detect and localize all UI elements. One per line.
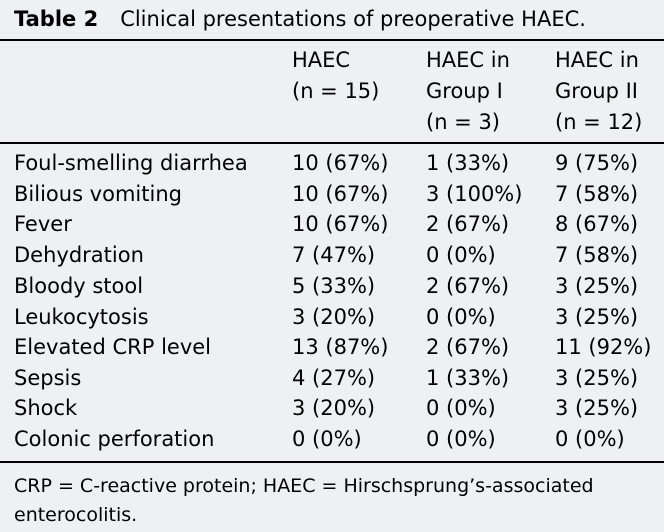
cell-group-i: 0 (0%) (426, 243, 496, 267)
cell-group-i: 1 (33%) (426, 151, 510, 175)
cell-group-i: 0 (0%) (426, 305, 496, 329)
cell-group-i: 1 (33%) (426, 366, 510, 390)
column-header-haec: HAEC (n = 15) (292, 45, 379, 107)
row-label: Fever (14, 212, 72, 236)
cell-haec: 10 (67%) (292, 212, 389, 236)
cell-haec: 4 (27%) (292, 366, 376, 390)
cell-group-ii: 3 (25%) (555, 366, 639, 390)
cell-group-ii: 0 (0%) (555, 427, 625, 451)
table-number: Table 2 (14, 7, 99, 31)
cell-group-ii: 11 (92%) (555, 335, 652, 359)
cell-haec: 7 (47%) (292, 243, 376, 267)
column-header-line: (n = 12) (555, 110, 643, 134)
cell-group-i: 0 (0%) (426, 427, 496, 451)
row-label: Colonic perforation (14, 427, 215, 451)
column-header-line: Group I (426, 79, 503, 103)
top-rule (0, 39, 664, 41)
row-label: Shock (14, 396, 78, 420)
cell-group-i: 2 (67%) (426, 212, 510, 236)
header-rule (0, 142, 664, 144)
row-label: Sepsis (14, 366, 82, 390)
cell-group-i: 2 (67%) (426, 335, 510, 359)
row-label: Foul-smelling diarrhea (14, 151, 248, 175)
cell-group-i: 0 (0%) (426, 396, 496, 420)
cell-group-i: 2 (67%) (426, 274, 510, 298)
row-label: Leukocytosis (14, 305, 149, 329)
column-header-line: HAEC in (555, 48, 639, 72)
cell-haec: 13 (87%) (292, 335, 389, 359)
table-title: Clinical presentations of preoperative H… (120, 7, 586, 31)
column-header-line: (n = 3) (426, 110, 501, 134)
cell-group-ii: 9 (75%) (555, 151, 639, 175)
cell-group-ii: 3 (25%) (555, 305, 639, 329)
column-header-line: (n = 15) (292, 79, 380, 103)
column-header-group-i: HAEC in Group I (n = 3) (426, 45, 510, 138)
cell-haec: 5 (33%) (292, 274, 376, 298)
table-footnote: CRP = C-reactive protein; HAEC = Hirschs… (14, 475, 594, 526)
cell-group-ii: 7 (58%) (555, 182, 639, 206)
row-label: Dehydration (14, 243, 144, 267)
cell-group-i: 3 (100%) (426, 182, 523, 206)
row-label: Bloody stool (14, 274, 144, 298)
column-header-line: Group II (555, 79, 638, 103)
cell-group-ii: 8 (67%) (555, 212, 639, 236)
cell-haec: 0 (0%) (292, 427, 362, 451)
column-header-line: HAEC in (426, 48, 510, 72)
cell-haec: 3 (20%) (292, 396, 376, 420)
cell-haec: 10 (67%) (292, 182, 389, 206)
cell-group-ii: 7 (58%) (555, 243, 639, 267)
cell-haec: 10 (67%) (292, 151, 389, 175)
row-label: Elevated CRP level (14, 335, 212, 359)
column-header-group-ii: HAEC in Group II (n = 12) (555, 45, 642, 138)
row-label: Bilious vomiting (14, 182, 182, 206)
cell-group-ii: 3 (25%) (555, 396, 639, 420)
table-caption: Table 2 Clinical presentations of preoper… (14, 3, 586, 35)
bottom-rule (0, 461, 664, 463)
cell-group-ii: 3 (25%) (555, 274, 639, 298)
cell-haec: 3 (20%) (292, 305, 376, 329)
column-header-line: HAEC (292, 48, 351, 72)
